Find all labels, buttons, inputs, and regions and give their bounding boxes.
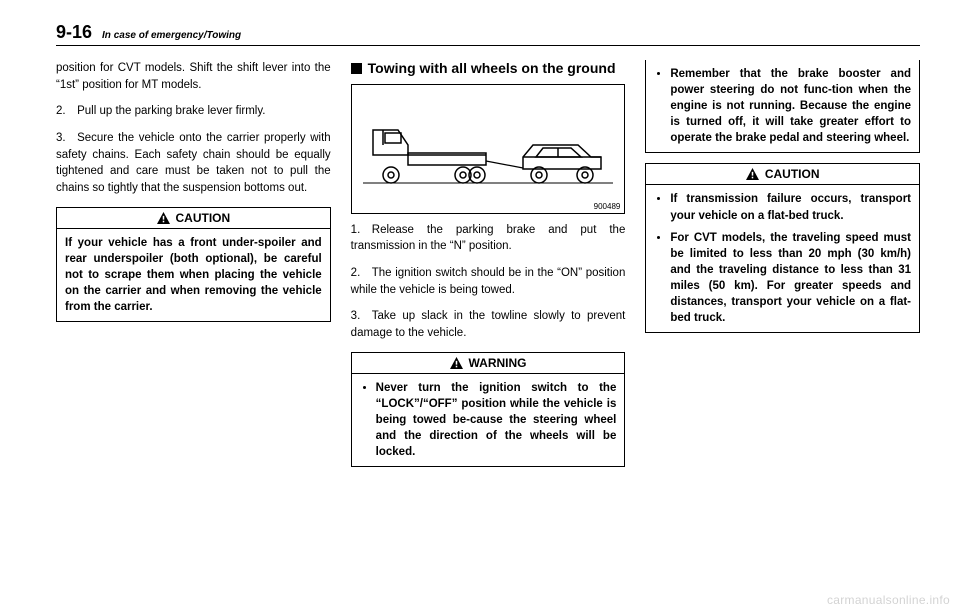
caution-box: CAUTION If transmission failure occurs, … <box>645 163 920 333</box>
caution-label: CAUTION <box>765 167 820 181</box>
figure-towing: 900489 <box>351 84 626 214</box>
page-number: 9-16 <box>56 22 92 43</box>
page: 9-16 In case of emergency/Towing positio… <box>0 0 960 497</box>
caution-header: CAUTION <box>646 164 919 185</box>
paragraph: 1. Release the parking brake and put the… <box>351 222 626 255</box>
paragraph: 2. The ignition switch should be in the … <box>351 265 626 298</box>
warning-item: Never turn the ignition switch to the “L… <box>376 380 617 460</box>
towing-illustration-icon <box>363 95 613 195</box>
column-3: Remember that the brake booster and powe… <box>645 60 920 477</box>
figure-id: 900489 <box>356 202 621 211</box>
warning-icon <box>746 168 759 180</box>
warning-box-continued: Remember that the brake booster and powe… <box>645 60 920 153</box>
column-2: Towing with all wheels on the ground <box>351 60 626 477</box>
warning-body: Never turn the ignition switch to the “L… <box>352 374 625 466</box>
watermark: carmanualsonline.info <box>827 593 950 607</box>
warning-box: WARNING Never turn the ignition switch t… <box>351 352 626 467</box>
paragraph: 3. Take up slack in the towline slowly t… <box>351 308 626 341</box>
subheading: Towing with all wheels on the ground <box>351 60 626 78</box>
paragraph: 3. Secure the vehicle onto the carrier p… <box>56 130 331 197</box>
square-marker-icon <box>351 63 362 74</box>
caution-header: CAUTION <box>57 208 330 229</box>
paragraph: position for CVT models. Shift the shift… <box>56 60 331 93</box>
section-title: In case of emergency/Towing <box>102 30 241 41</box>
caution-item: If transmission failure occurs, transpor… <box>670 191 911 223</box>
column-1: position for CVT models. Shift the shift… <box>56 60 331 477</box>
page-header: 9-16 In case of emergency/Towing <box>56 22 920 46</box>
caution-body: If transmission failure occurs, transpor… <box>646 185 919 332</box>
caution-label: CAUTION <box>176 211 231 225</box>
content-columns: position for CVT models. Shift the shift… <box>56 60 920 477</box>
caution-item: For CVT models, the traveling speed must… <box>670 230 911 327</box>
caution-body: If your vehicle has a front under-spoile… <box>57 229 330 321</box>
warning-icon <box>450 357 463 369</box>
caution-box: CAUTION If your vehicle has a front unde… <box>56 207 331 322</box>
warning-body-continued: Remember that the brake booster and powe… <box>646 60 919 152</box>
warning-label: WARNING <box>469 356 527 370</box>
warning-icon <box>157 212 170 224</box>
warning-header: WARNING <box>352 353 625 374</box>
warning-item: Remember that the brake booster and powe… <box>670 66 911 146</box>
paragraph: 2. Pull up the parking brake lever firml… <box>56 103 331 120</box>
subheading-text: Towing with all wheels on the ground <box>368 60 616 78</box>
